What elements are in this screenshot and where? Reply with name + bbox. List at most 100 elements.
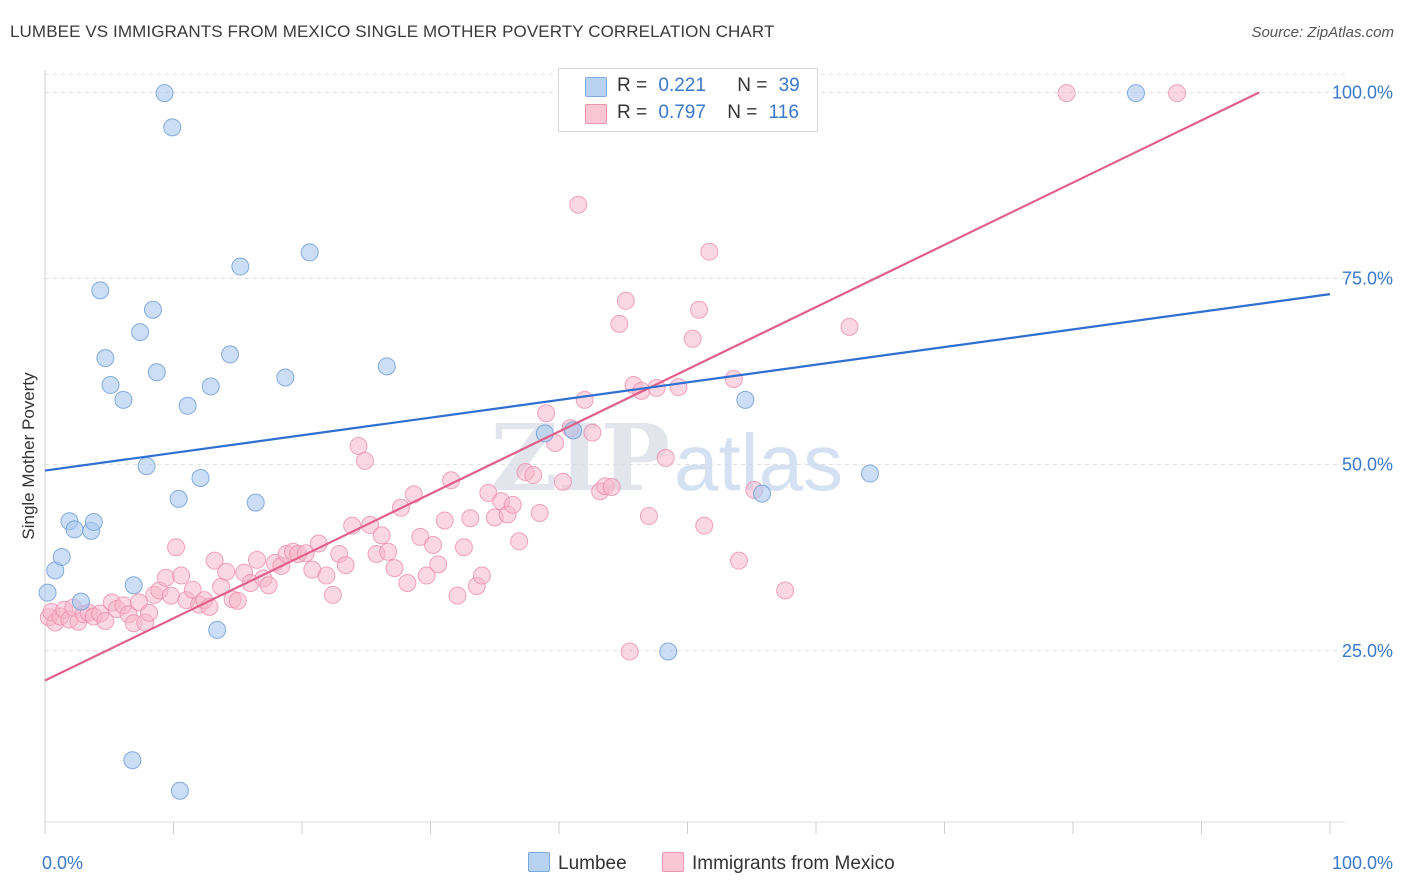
tick-labels: 25.0% 50.0% 75.0% 100.0% 0.0% 100.0% (42, 82, 1393, 873)
data-point-lumbee (659, 642, 678, 661)
data-point-mexico (429, 555, 448, 574)
data-point-lumbee (201, 377, 220, 396)
data-point-lumbee (91, 281, 110, 300)
legend-lumbee-n: 39 (778, 75, 800, 96)
data-point-mexico (323, 585, 342, 604)
data-point-lumbee (276, 368, 295, 387)
data-point-mexico (228, 591, 247, 610)
data-point-lumbee (123, 751, 142, 770)
data-point-lumbee (178, 396, 197, 415)
data-point-lumbee (84, 512, 103, 531)
data-point-mexico (309, 534, 328, 553)
data-point-mexico (248, 550, 267, 569)
data-point-lumbee (169, 489, 188, 508)
data-point-mexico (602, 477, 621, 496)
data-point-mexico (161, 586, 180, 605)
legend-mexico-r: 0.797 (658, 102, 706, 123)
data-point-mexico (435, 511, 454, 530)
data-point-mexico (530, 504, 549, 523)
data-point-lumbee (38, 583, 57, 602)
x-tick-label-max: 100.0% (1332, 853, 1393, 873)
trend-lines (44, 91, 1331, 682)
data-point-lumbee (143, 300, 162, 319)
data-point-mexico (183, 580, 202, 599)
data-point-mexico (840, 317, 859, 336)
data-point-lumbee (753, 484, 772, 503)
data-point-mexico (503, 495, 522, 514)
data-point-mexico (729, 551, 748, 570)
legend-mexico-n: 116 (768, 102, 799, 123)
series-lumbee-points (38, 84, 1145, 800)
data-point-mexico (372, 526, 391, 545)
data-point-mexico (553, 472, 572, 491)
trend-line-lumbee (44, 293, 1331, 472)
data-point-mexico (610, 314, 629, 333)
legend-r-label: R = (617, 102, 648, 123)
legend-lumbee-r: 0.221 (658, 75, 706, 96)
data-point-lumbee (131, 323, 150, 342)
data-point-mexico (724, 369, 743, 388)
y-tick-label: 50.0% (1342, 455, 1393, 475)
data-point-mexico (575, 390, 594, 409)
data-point-lumbee (231, 257, 250, 276)
data-point-lumbee (221, 345, 240, 364)
data-point-lumbee (246, 493, 265, 512)
data-point-mexico (156, 568, 175, 587)
data-point-mexico (172, 566, 191, 585)
data-point-mexico (454, 538, 473, 557)
data-point-lumbee (147, 363, 166, 382)
y-tick-label: 100.0% (1332, 82, 1393, 102)
data-point-mexico (700, 242, 719, 261)
data-point-mexico (537, 404, 556, 423)
data-point-mexico (1168, 84, 1187, 103)
data-point-mexico (336, 556, 355, 575)
legend: R = 0.221 N = 39 R = 0.797 N = 116 (558, 68, 818, 132)
data-point-mexico (349, 437, 368, 455)
data-point-mexico (656, 448, 675, 467)
data-point-mexico (690, 300, 709, 319)
data-point-lumbee (52, 547, 71, 566)
data-point-mexico (569, 195, 588, 214)
legend-n-label: N = (727, 102, 758, 123)
legend-n-label: N = (737, 75, 768, 96)
data-point-lumbee (1126, 84, 1145, 103)
data-point-mexico (404, 485, 423, 504)
data-point-lumbee (101, 375, 120, 394)
data-point-mexico (317, 566, 336, 585)
data-point-mexico (385, 559, 404, 578)
data-point-mexico (411, 527, 430, 546)
data-point-mexico (167, 538, 186, 557)
data-point-mexico (96, 611, 115, 630)
data-point-lumbee (96, 349, 115, 368)
data-point-mexico (683, 329, 702, 348)
x-tick-label-min: 0.0% (42, 853, 83, 873)
data-point-lumbee (300, 243, 319, 262)
source-label: Source: ZipAtlas.com (1251, 24, 1394, 41)
data-point-lumbee (71, 592, 90, 611)
data-point-mexico (417, 566, 436, 585)
y-tick-label: 75.0% (1342, 268, 1393, 288)
data-point-lumbee (155, 84, 174, 103)
bottom-legend-mexico: Immigrants from Mexico (662, 852, 895, 875)
data-point-mexico (424, 536, 443, 555)
data-point-mexico (776, 581, 795, 600)
bottom-legend-label-mexico: Immigrants from Mexico (692, 853, 895, 874)
data-point-mexico (398, 573, 417, 592)
data-point-mexico (639, 506, 658, 525)
legend-swatch-lumbee (585, 77, 607, 97)
data-point-mexico (461, 509, 480, 528)
data-point-mexico (448, 586, 467, 605)
data-point-mexico (355, 451, 374, 470)
grid-lines (45, 73, 1345, 652)
data-point-mexico (259, 576, 278, 595)
data-point-lumbee (377, 357, 396, 376)
data-point-mexico (379, 542, 398, 561)
data-point-mexico (695, 516, 714, 535)
data-point-mexico (479, 483, 498, 502)
data-point-mexico (583, 423, 602, 442)
y-tick-label: 25.0% (1342, 641, 1393, 661)
data-point-lumbee (65, 520, 84, 539)
bottom-legend-swatch-mexico (662, 852, 684, 872)
data-point-mexico (472, 566, 491, 585)
